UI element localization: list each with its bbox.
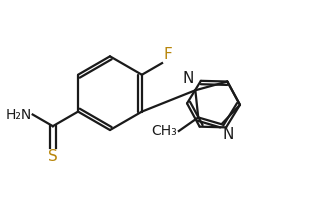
Text: N: N	[223, 127, 234, 142]
Text: N: N	[182, 71, 193, 86]
Text: H₂N: H₂N	[5, 108, 32, 122]
Text: F: F	[163, 47, 172, 62]
Text: S: S	[48, 149, 58, 165]
Text: CH₃: CH₃	[151, 124, 177, 138]
